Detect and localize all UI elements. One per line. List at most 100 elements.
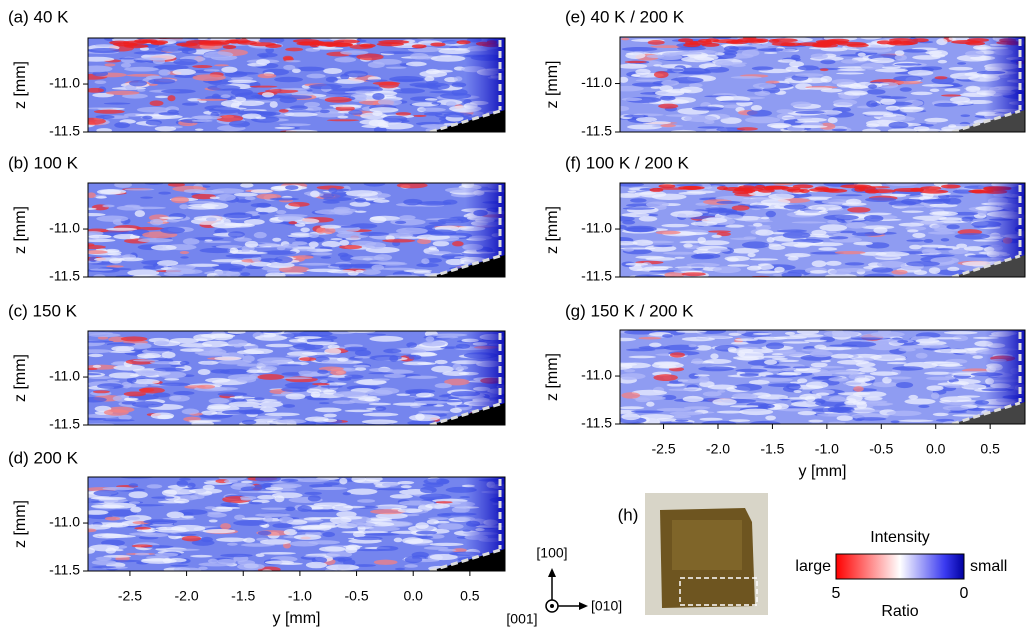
texture bbox=[306, 562, 327, 569]
texture bbox=[764, 360, 777, 365]
texture bbox=[826, 261, 842, 266]
texture bbox=[667, 68, 685, 71]
texture bbox=[944, 331, 978, 334]
texture bbox=[811, 362, 828, 367]
texture bbox=[621, 213, 649, 217]
texture bbox=[772, 353, 784, 355]
texture bbox=[79, 349, 112, 353]
texture bbox=[209, 519, 218, 522]
texture bbox=[846, 222, 867, 228]
texture bbox=[654, 71, 669, 78]
texture bbox=[792, 221, 827, 223]
texture bbox=[147, 484, 163, 488]
texture bbox=[96, 215, 128, 221]
texture bbox=[353, 365, 370, 368]
texture bbox=[330, 238, 342, 240]
texture bbox=[279, 517, 294, 524]
texture bbox=[167, 512, 184, 519]
texture bbox=[312, 383, 330, 385]
texture bbox=[125, 188, 155, 190]
texture bbox=[622, 220, 635, 225]
texture bbox=[124, 392, 146, 397]
texture bbox=[134, 51, 167, 54]
texture bbox=[93, 490, 118, 496]
texture bbox=[217, 507, 241, 509]
texture bbox=[150, 219, 163, 225]
texture bbox=[365, 242, 386, 249]
texture bbox=[893, 40, 902, 44]
texture bbox=[187, 483, 196, 488]
y-tick-label: -11.5 bbox=[49, 562, 80, 578]
texture bbox=[899, 106, 923, 112]
texture bbox=[703, 391, 722, 396]
texture bbox=[229, 268, 243, 272]
texture bbox=[347, 488, 377, 494]
texture bbox=[294, 478, 330, 482]
texture bbox=[699, 418, 722, 421]
texture bbox=[91, 497, 127, 500]
texture bbox=[648, 40, 665, 45]
texture bbox=[88, 354, 103, 357]
texture bbox=[315, 407, 342, 412]
texture bbox=[896, 382, 913, 388]
texture bbox=[107, 342, 136, 346]
texture bbox=[223, 45, 236, 49]
texture bbox=[249, 502, 262, 504]
texture bbox=[686, 263, 719, 268]
texture bbox=[284, 529, 297, 535]
texture bbox=[97, 189, 121, 195]
texture bbox=[169, 395, 190, 401]
texture bbox=[369, 355, 402, 361]
texture bbox=[698, 366, 734, 371]
texture bbox=[354, 356, 371, 358]
texture bbox=[816, 392, 830, 395]
texture bbox=[657, 418, 677, 421]
texture bbox=[256, 554, 265, 557]
texture bbox=[375, 406, 386, 411]
texture bbox=[255, 513, 291, 517]
texture bbox=[320, 380, 328, 383]
inset-label: (h) bbox=[618, 505, 639, 524]
texture bbox=[870, 58, 895, 64]
texture bbox=[367, 334, 386, 336]
texture bbox=[847, 43, 869, 47]
texture bbox=[205, 506, 217, 509]
x-axis-label: y [mm] bbox=[273, 610, 321, 627]
texture bbox=[621, 392, 640, 398]
texture bbox=[723, 187, 745, 191]
y-tick-label: -11.0 bbox=[49, 368, 80, 384]
texture bbox=[182, 102, 198, 105]
texture bbox=[835, 251, 866, 254]
texture bbox=[663, 252, 697, 255]
texture bbox=[231, 89, 253, 96]
texture bbox=[92, 560, 117, 565]
texture bbox=[733, 384, 762, 391]
y-tick-label: -11.5 bbox=[581, 268, 612, 284]
texture bbox=[102, 487, 134, 491]
texture bbox=[805, 396, 815, 402]
texture bbox=[727, 264, 749, 266]
texture bbox=[401, 485, 412, 488]
panel-title: (a) 40 K bbox=[8, 7, 69, 26]
texture bbox=[82, 239, 115, 242]
texture bbox=[182, 536, 201, 542]
texture bbox=[926, 385, 943, 391]
texture bbox=[683, 396, 704, 402]
texture bbox=[407, 376, 438, 379]
texture bbox=[683, 243, 693, 247]
texture bbox=[283, 65, 295, 70]
texture bbox=[93, 365, 101, 368]
texture bbox=[808, 420, 823, 423]
texture bbox=[649, 343, 661, 348]
texture bbox=[96, 196, 107, 199]
texture bbox=[188, 204, 219, 207]
texture bbox=[811, 53, 828, 59]
texture bbox=[344, 71, 368, 78]
texture bbox=[179, 478, 191, 481]
x-tick-label: -1.0 bbox=[288, 588, 312, 604]
texture bbox=[653, 245, 673, 247]
texture bbox=[742, 50, 760, 57]
texture bbox=[812, 42, 833, 46]
texture bbox=[777, 229, 807, 232]
texture bbox=[180, 256, 188, 258]
